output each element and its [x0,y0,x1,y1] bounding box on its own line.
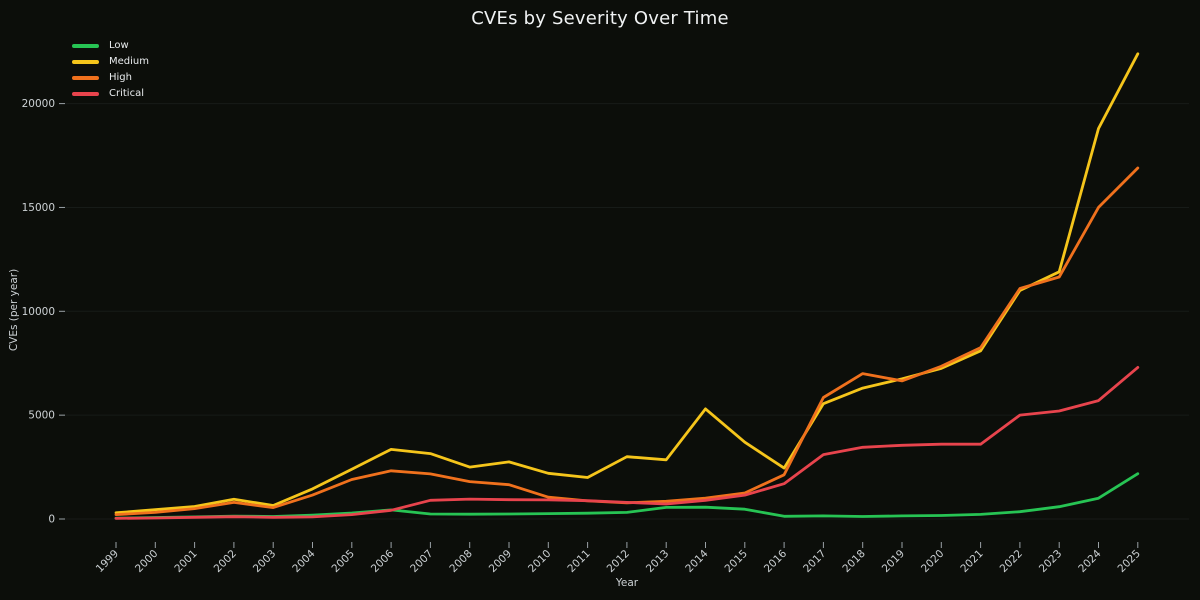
x-tick-label: 2020 [919,548,946,575]
legend-item-high: High [72,73,149,83]
x-tick-label: 2002 [212,548,239,575]
legend-item-low: Low [72,41,149,51]
x-tick-label: 2011 [565,548,592,575]
legend-item-medium: Medium [72,57,149,67]
x-tick-label: 2021 [958,548,985,575]
x-tick-label: 2015 [723,548,750,575]
legend-swatch-medium [72,60,99,64]
x-tick-label: 2009 [487,548,514,575]
series-line-medium [114,52,1140,515]
x-tick-label: 2003 [251,548,278,575]
y-tick-label: 0 [48,514,55,526]
x-tick-label: 2017 [801,548,828,575]
series-line-critical [114,365,1140,520]
x-tick-label: 2006 [369,547,397,575]
legend-swatch-high [72,76,99,80]
x-tick-label: 2025 [1116,548,1143,575]
y-tick-label: 20000 [22,98,55,110]
x-tick-label: 2019 [880,548,907,575]
chart-title: CVEs by Severity Over Time [471,8,729,29]
x-tick-label: 2004 [290,547,318,575]
x-tick-label: 2010 [526,548,553,575]
legend-swatch-critical [72,92,99,96]
legend-swatch-low [72,44,99,48]
series-line-high [114,166,1140,516]
x-tick-label: 2005 [330,548,357,575]
legend-label: Low [109,40,129,51]
y-axis-label: CVEs (per year) [8,269,20,351]
x-tick-label: 2016 [762,547,790,575]
legend-label: Medium [109,56,149,67]
x-tick-label: 2001 [172,548,199,575]
x-tick-label: 2007 [408,548,435,575]
y-tick-label: 5000 [28,410,55,422]
legend: Low Medium High Critical [72,41,149,99]
x-axis-label: Year [615,577,639,589]
legend-item-critical: Critical [72,89,149,99]
x-tick-label: 2023 [1037,548,1064,575]
x-tick-label: 2013 [644,548,671,575]
x-tick-label: 2000 [133,548,160,575]
x-tick-label: 2012 [605,548,632,575]
x-tick-label: 2022 [998,548,1025,575]
x-tick-label: 1999 [94,548,121,575]
x-tick-label: 2018 [840,548,867,575]
series-line-low [114,472,1140,520]
x-tick-label: 2014 [683,547,711,575]
x-tick-label: 2008 [447,548,474,575]
x-tick-label: 2024 [1076,547,1104,575]
legend-label: Critical [109,88,144,99]
legend-label: High [109,72,132,83]
y-tick-label: 15000 [22,202,55,214]
y-tick-label: 10000 [22,306,55,318]
